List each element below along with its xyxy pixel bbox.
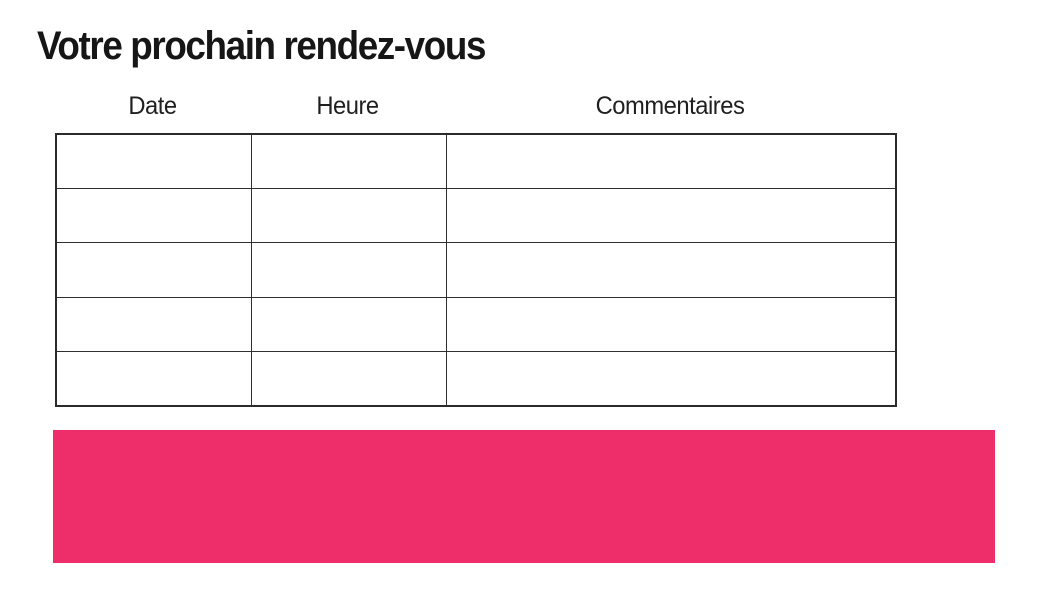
page-title: Votre prochain rendez-vous bbox=[37, 24, 486, 68]
table-cell bbox=[445, 296, 897, 352]
table-cell bbox=[250, 242, 447, 298]
pink-banner bbox=[53, 430, 995, 563]
table-cell bbox=[445, 242, 897, 298]
table-cell bbox=[250, 188, 447, 244]
table-body bbox=[55, 133, 897, 407]
table-row bbox=[55, 133, 897, 190]
table-column-headers: Date Heure Commentaires bbox=[55, 92, 895, 121]
table-cell bbox=[55, 133, 252, 190]
column-header-commentaires: Commentaires bbox=[595, 92, 745, 120]
table-cell bbox=[55, 296, 252, 352]
table-row bbox=[55, 350, 897, 407]
table-cell bbox=[55, 188, 252, 244]
table-cell bbox=[55, 242, 252, 298]
table-cell bbox=[445, 188, 897, 244]
table-cell bbox=[250, 350, 447, 407]
appointments-table bbox=[55, 133, 897, 407]
table-cell bbox=[445, 133, 897, 190]
column-header-date: Date bbox=[128, 92, 177, 120]
column-header-heure: Heure bbox=[316, 92, 379, 120]
table-row bbox=[55, 296, 897, 352]
table-cell bbox=[55, 350, 252, 407]
table-cell bbox=[445, 350, 897, 407]
table-row bbox=[55, 242, 897, 298]
table-row bbox=[55, 188, 897, 244]
table-cell bbox=[250, 133, 447, 190]
table-cell bbox=[250, 296, 447, 352]
